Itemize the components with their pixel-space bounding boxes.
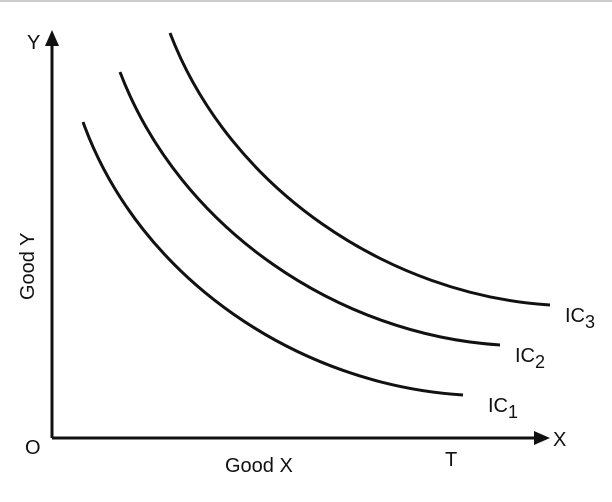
curve-label-base: IC [515, 345, 535, 367]
origin-label: O [25, 437, 41, 459]
x-mark-label: T [445, 449, 457, 471]
y-axis-label: Good Y [17, 233, 39, 300]
indifference-curve [118, 71, 501, 347]
curve-label: IC2 [515, 345, 545, 372]
y-letter: Y [27, 32, 40, 54]
curve-label: IC1 [488, 395, 518, 422]
curve-label-sub: 3 [585, 312, 595, 332]
curve-label-base: IC [488, 395, 508, 417]
x-letter: X [553, 429, 566, 451]
y-arrow [45, 30, 59, 46]
indifference-curve [81, 121, 464, 397]
x-axis-label: Good X [225, 455, 293, 477]
curve-label-sub: 1 [508, 402, 518, 422]
top-border [0, 0, 612, 2]
x-arrow [534, 431, 550, 445]
curve-label-sub: 2 [535, 352, 545, 372]
indifference-curve [168, 32, 551, 307]
curve-label-base: IC [565, 305, 585, 327]
curve-label: IC3 [565, 305, 595, 332]
